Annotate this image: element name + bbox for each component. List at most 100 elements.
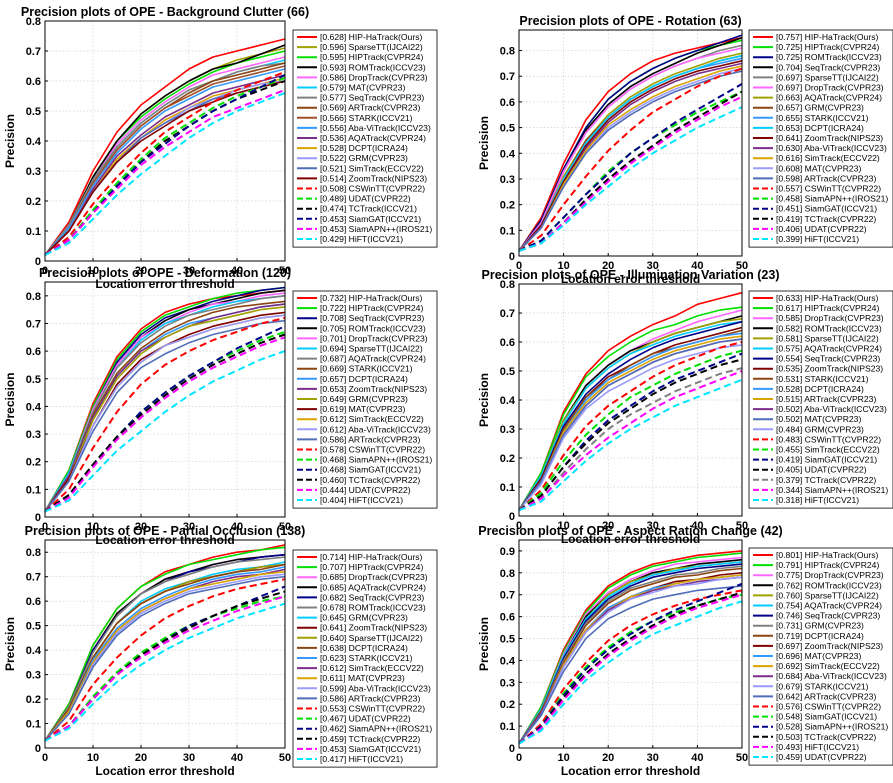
series-line <box>518 567 743 745</box>
legend-entry: [0.502] MAT(CVPR23) <box>776 414 861 424</box>
legend-entry: [0.581] SparseTT(IJCAI22) <box>776 333 879 343</box>
series-line <box>44 595 286 742</box>
legend-entry: [0.719] DCPT(ICRA24) <box>776 631 864 641</box>
series-line <box>44 556 286 742</box>
y-tick-label: 0.6 <box>26 596 41 608</box>
series-line <box>518 95 743 252</box>
series-line <box>518 574 743 745</box>
legend-entry: [0.669] STARK(ICCV21) <box>320 364 413 374</box>
legend-entry: [0.576] CSWinTT(CVPR22) <box>776 702 881 712</box>
legend-entry: [0.578] CSWinTT(CVPR22) <box>320 445 425 455</box>
legend-entry: [0.585] DropTrack(CVPR23) <box>776 313 884 323</box>
y-tick-label: 0.3 <box>500 174 515 186</box>
legend-entry: [0.569] ARTrack(CVPR23) <box>320 103 420 113</box>
series-line <box>518 60 743 252</box>
y-tick-label: 0.1 <box>26 226 41 238</box>
series-line <box>44 77 286 256</box>
x-tick-label: 40 <box>691 520 703 532</box>
y-tick-label: 0 <box>509 743 515 755</box>
legend-entry: [0.575] AQATrack(CVPR24) <box>776 344 882 354</box>
series-line <box>518 589 743 745</box>
legend-entry: [0.791] HIPTrack(CVPR24) <box>776 560 879 570</box>
legend-entry: [0.617] HIPTrack(CVPR24) <box>776 303 879 313</box>
x-tick-label: 40 <box>231 265 243 277</box>
x-tick-label: 10 <box>557 260 569 272</box>
legend-entry: [0.474] TCTrack(ICCV21) <box>320 204 417 214</box>
series-line <box>518 67 743 252</box>
legend-entry: [0.405] UDAT(CVPR22) <box>776 465 867 475</box>
legend-entry: [0.419] SiamGAT(ICCV21) <box>776 455 877 465</box>
legend-entry: [0.531] STARK(ICCV21) <box>776 374 869 384</box>
legend-entry: [0.687] AQATrack(CVPR24) <box>320 354 426 364</box>
x-tick-label: 10 <box>87 521 99 533</box>
series-line <box>518 47 743 252</box>
y-tick-label: 0.7 <box>26 572 41 584</box>
y-tick-label: 0.4 <box>26 401 42 413</box>
legend-entry: [0.775] DropTrack(CVPR23) <box>776 570 884 580</box>
legend-entry: [0.707] HIPTrack(CVPR24) <box>320 562 423 572</box>
x-tick-label: 40 <box>231 752 243 764</box>
legend-entry: [0.404] HiFT(ICCV21) <box>320 495 403 505</box>
legend-entry: [0.586] DropTrack(CVPR23) <box>320 72 428 82</box>
chart-panel-4: Precision plots of OPE - Illumination Va… <box>477 268 893 546</box>
y-tick-label: 0.8 <box>26 291 41 303</box>
series-line <box>518 582 743 745</box>
legend-entry: [0.762] ROMTrack(ICCV23) <box>776 580 882 590</box>
legend-entry: [0.596] SparseTT(IJCAI22) <box>320 42 423 52</box>
legend-entry: [0.608] MAT(CVPR23) <box>776 163 861 173</box>
legend-entry: [0.417] HiFT(ICCV21) <box>320 754 403 764</box>
legend: [0.633] HIP-HaTrack(Ours)[0.617] HIPTrac… <box>748 290 893 509</box>
legend-entry: [0.451] SiamGAT(ICCV21) <box>776 204 877 214</box>
legend-entry: [0.599] Aba-ViTrack(ICCV23) <box>320 683 431 693</box>
series-line <box>44 602 286 742</box>
legend-entry: [0.515] ARTrack(CVPR23) <box>776 394 876 404</box>
x-tick-label: 10 <box>87 752 99 764</box>
series-line <box>44 68 286 256</box>
legend-entry: [0.535] ZoomTrack(NIPS23) <box>776 364 883 374</box>
legend-entry: [0.657] DCPT(ICRA24) <box>320 374 408 384</box>
x-tick-label: 20 <box>135 521 147 533</box>
y-tick-label: 0 <box>35 256 41 268</box>
legend-entry: [0.557] CSWinTT(CVPR22) <box>776 184 881 194</box>
x-tick-label: 20 <box>602 260 614 272</box>
series-line <box>518 349 743 511</box>
legend-entry: [0.697] DropTrack(CVPR23) <box>776 83 884 93</box>
x-tick-label: 10 <box>557 520 569 532</box>
legend-entry: [0.714] HIP-HaTrack(Ours) <box>320 552 422 562</box>
series-line <box>518 600 743 745</box>
y-tick-label: 0.2 <box>500 200 515 212</box>
y-tick-label: 0.7 <box>26 318 41 330</box>
legend-entry: [0.725] HIPTrack(CVPR24) <box>776 42 879 52</box>
x-tick-label: 20 <box>135 752 147 764</box>
x-tick-label: 30 <box>647 520 659 532</box>
series-line <box>518 370 743 512</box>
series-line <box>44 80 286 256</box>
y-tick-label: 0.5 <box>26 106 41 118</box>
legend-entry: [0.468] SiamGAT(ICCV21) <box>320 465 421 475</box>
legend-entry: [0.586] ARTrack(CVPR23) <box>320 434 420 444</box>
legend-entry: [0.649] GRM(CVPR23) <box>320 394 408 404</box>
legend-entry: [0.484] GRM(CVPR23) <box>776 424 864 434</box>
legend-entry: [0.653] ZoomTrack(NIPS23) <box>320 384 427 394</box>
legend-entry: [0.655] STARK(ICCV21) <box>776 113 869 123</box>
legend-entry: [0.444] UDAT(CVPR22) <box>320 485 411 495</box>
x-tick-label: 30 <box>647 260 659 272</box>
series-line <box>518 561 743 745</box>
series-line <box>518 70 743 252</box>
legend-entry: [0.453] SiamGAT(ICCV21) <box>320 744 421 754</box>
series-line <box>44 585 286 742</box>
x-tick-label: 20 <box>135 265 147 277</box>
legend-entry: [0.429] HiFT(ICCV21) <box>320 234 403 244</box>
legend-entry: [0.731] GRM(CVPR23) <box>776 621 864 631</box>
y-axis-label: Precision <box>477 116 491 170</box>
series-line <box>44 319 286 512</box>
y-tick-label: 0.6 <box>26 346 41 358</box>
y-tick-label: 0.1 <box>500 721 515 733</box>
legend-entry: [0.722] HIPTrack(CVPR24) <box>320 303 423 313</box>
legend-entry: [0.694] SparseTT(IJCAI22) <box>320 344 423 354</box>
series-line <box>44 306 286 512</box>
legend: [0.757] HIP-HaTrack(Ours)[0.725] HIPTrac… <box>748 29 893 248</box>
x-tick-label: 40 <box>691 260 703 272</box>
y-tick-label: 0.4 <box>500 395 516 407</box>
y-tick-label: 0.2 <box>26 457 41 469</box>
